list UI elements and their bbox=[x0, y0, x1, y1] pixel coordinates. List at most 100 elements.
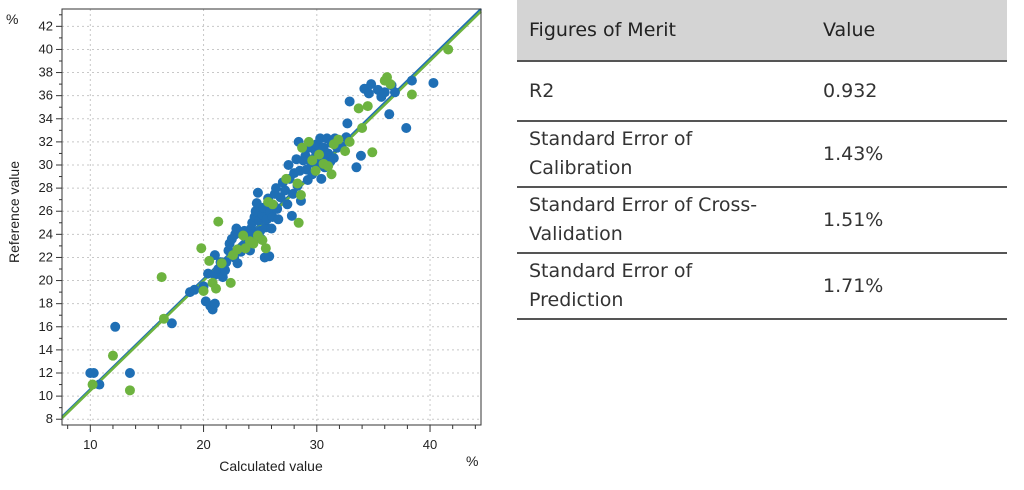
row-name-line: Standard Error of Cross- bbox=[529, 194, 758, 216]
y-axis: 8 10 12 14 16 18 20 22 24 26 28 30 32 34 36 38 40 42 bbox=[39, 14, 62, 426]
y-tick-label: 36 bbox=[39, 88, 53, 103]
data-point bbox=[310, 165, 321, 176]
data-point bbox=[156, 272, 167, 283]
data-point bbox=[340, 146, 351, 157]
data-point bbox=[232, 244, 243, 255]
row-name-line: Prediction bbox=[529, 289, 624, 311]
data-point bbox=[88, 368, 99, 378]
table-header-row: Figures of Merit Value bbox=[517, 0, 1007, 62]
row-value: 1.51% bbox=[811, 187, 1007, 254]
grid-lines bbox=[62, 9, 481, 425]
data-point bbox=[204, 255, 215, 266]
y-tick-label: 14 bbox=[39, 342, 53, 357]
data-point bbox=[280, 185, 291, 196]
data-point bbox=[344, 136, 355, 147]
y-tick-label: 24 bbox=[39, 226, 53, 241]
y-tick-label: 40 bbox=[39, 41, 53, 56]
row-name-line: Standard Error of bbox=[529, 260, 693, 282]
data-points bbox=[85, 44, 454, 396]
scatter-chart: 10 20 30 40 8 10 12 14 16 18 20 22 24 26 28 30 32 34 36 38… bbox=[6, 8, 482, 474]
y-tick-label: 42 bbox=[39, 18, 53, 33]
x-axis-label: Calculated value bbox=[219, 458, 323, 474]
header-value: Value bbox=[811, 0, 1007, 62]
data-point bbox=[124, 368, 135, 378]
y-tick-label: 22 bbox=[39, 249, 53, 264]
data-point bbox=[366, 79, 377, 90]
x-unit-label: % bbox=[466, 453, 478, 469]
data-point bbox=[351, 162, 362, 173]
y-tick-label: 34 bbox=[39, 111, 53, 126]
data-point bbox=[323, 161, 334, 172]
data-point bbox=[196, 243, 207, 254]
row-name: Standard Error of Prediction bbox=[517, 253, 811, 320]
row-name-line: Standard Error of bbox=[529, 128, 693, 150]
data-point bbox=[385, 79, 396, 90]
y-tick-label: 18 bbox=[39, 296, 53, 311]
data-point bbox=[428, 77, 439, 88]
y-tick-label: 32 bbox=[39, 134, 53, 149]
data-point bbox=[406, 89, 417, 100]
data-point bbox=[292, 178, 303, 189]
data-point bbox=[326, 169, 337, 180]
data-point bbox=[333, 134, 344, 145]
table-row: R2 0.932 bbox=[517, 61, 1007, 122]
data-point bbox=[238, 230, 249, 241]
y-tick-label: 26 bbox=[39, 203, 53, 218]
row-value: 1.43% bbox=[811, 121, 1007, 188]
data-point bbox=[389, 87, 400, 98]
data-point bbox=[257, 235, 268, 246]
data-point bbox=[344, 96, 355, 107]
row-value: 0.932 bbox=[811, 61, 1007, 122]
row-name-line: Calibration bbox=[529, 157, 633, 179]
y-tick-label: 20 bbox=[39, 273, 53, 288]
data-point bbox=[443, 44, 454, 55]
data-point bbox=[379, 87, 390, 98]
data-point bbox=[273, 214, 284, 225]
data-point bbox=[166, 318, 177, 329]
data-point bbox=[406, 75, 417, 86]
data-point bbox=[232, 258, 243, 269]
data-point bbox=[328, 153, 339, 164]
data-point bbox=[209, 298, 220, 309]
data-point bbox=[281, 173, 292, 184]
data-point bbox=[271, 183, 282, 194]
data-point bbox=[266, 223, 277, 234]
data-point bbox=[357, 123, 368, 134]
table-row: Standard Error of Cross- Validation 1.51% bbox=[517, 187, 1007, 254]
data-point bbox=[87, 379, 98, 390]
data-point bbox=[355, 150, 366, 161]
y-tick-label: 12 bbox=[39, 365, 53, 380]
data-point bbox=[353, 103, 364, 114]
data-point bbox=[158, 313, 169, 324]
data-point bbox=[367, 147, 378, 158]
y-unit-label: % bbox=[6, 11, 18, 27]
data-point bbox=[288, 188, 299, 199]
row-name-line: Validation bbox=[529, 223, 623, 245]
row-name: R2 bbox=[517, 61, 811, 122]
data-point bbox=[198, 285, 209, 296]
data-point bbox=[107, 350, 118, 361]
y-tick-label: 10 bbox=[39, 388, 53, 403]
data-point bbox=[342, 118, 353, 129]
row-name: Standard Error of Calibration bbox=[517, 121, 811, 188]
data-point bbox=[297, 142, 308, 153]
x-tick-label: 20 bbox=[196, 437, 210, 452]
y-tick-label: 8 bbox=[46, 411, 53, 426]
data-point bbox=[316, 173, 327, 184]
data-point bbox=[211, 283, 222, 294]
header-figures-of-merit: Figures of Merit bbox=[517, 0, 811, 62]
y-tick-label: 16 bbox=[39, 319, 53, 334]
data-point bbox=[307, 155, 318, 166]
data-point bbox=[295, 190, 306, 201]
table-row: Standard Error of Calibration 1.43% bbox=[517, 121, 1007, 188]
y-tick-label: 38 bbox=[39, 65, 53, 80]
data-point bbox=[213, 216, 224, 227]
data-point bbox=[225, 277, 236, 288]
data-point bbox=[252, 187, 263, 198]
table-row: Standard Error of Prediction 1.71% bbox=[517, 253, 1007, 320]
data-point bbox=[384, 109, 395, 120]
data-point bbox=[231, 223, 242, 234]
figures-of-merit-table: Figures of Merit Value R2 0.932 Standard… bbox=[517, 0, 1007, 320]
x-axis: 10 20 30 40 bbox=[67, 425, 476, 452]
data-point bbox=[216, 258, 227, 269]
